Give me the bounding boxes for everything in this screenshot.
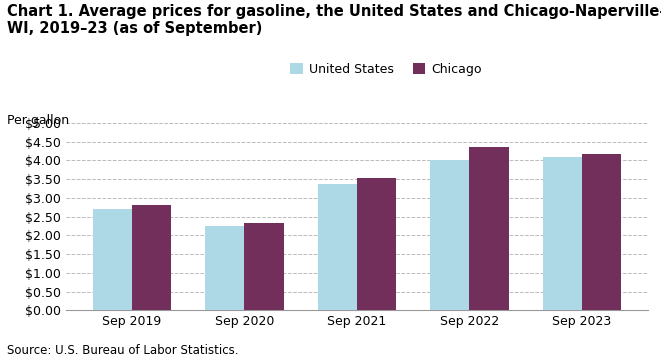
Text: Chart 1. Average prices for gasoline, the United States and Chicago-Naperville-E: Chart 1. Average prices for gasoline, th… [7, 4, 661, 36]
Bar [245, 223, 284, 310]
Bar [469, 147, 509, 310]
Bar [132, 205, 171, 310]
Text: Per gallon: Per gallon [7, 114, 69, 127]
Bar [205, 226, 245, 310]
Legend: United States, Chicago: United States, Chicago [285, 58, 487, 81]
Bar [317, 183, 357, 310]
Bar [543, 157, 582, 310]
Text: Source: U.S. Bureau of Labor Statistics.: Source: U.S. Bureau of Labor Statistics. [7, 344, 238, 357]
Bar [93, 209, 132, 310]
Bar [430, 160, 469, 310]
Bar [357, 178, 397, 310]
Bar [582, 153, 621, 310]
